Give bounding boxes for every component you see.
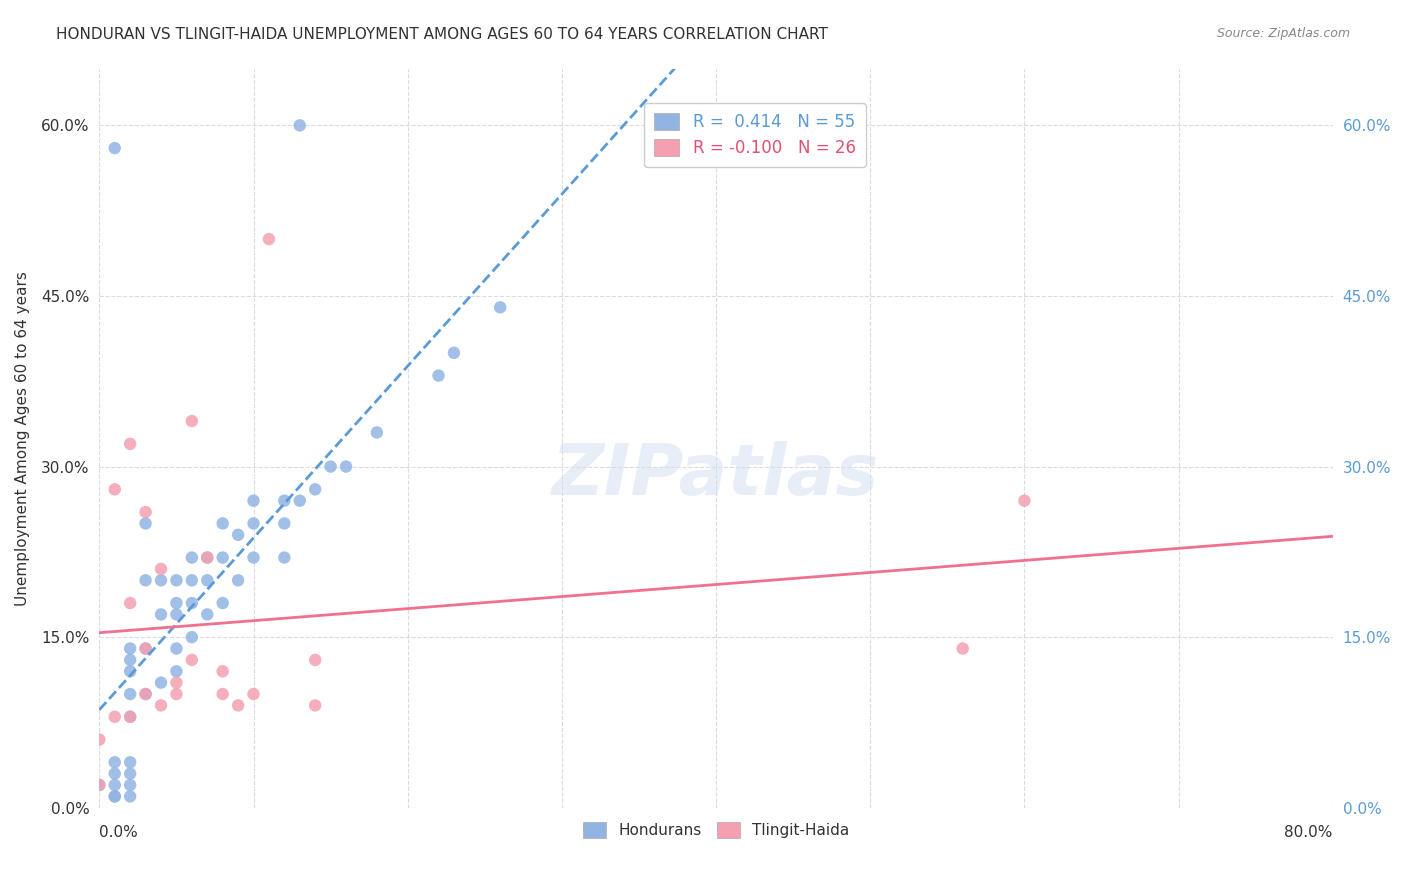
- Point: [150, 574, 173, 588]
- Point: [319, 459, 342, 474]
- Point: [120, 665, 142, 679]
- Point: [150, 562, 173, 576]
- Text: HONDURAN VS TLINGIT-HAIDA UNEMPLOYMENT AMONG AGES 60 TO 64 YEARS CORRELATION CHA: HONDURAN VS TLINGIT-HAIDA UNEMPLOYMENT A…: [56, 27, 828, 42]
- Point: [135, 641, 157, 656]
- Point: [120, 437, 142, 451]
- Point: [120, 596, 142, 610]
- Legend: Hondurans, Tlingit-Haida: Hondurans, Tlingit-Haida: [576, 816, 855, 845]
- Point: [89, 778, 111, 792]
- Point: [120, 687, 142, 701]
- Point: [104, 778, 127, 792]
- Point: [89, 732, 111, 747]
- Point: [104, 756, 127, 770]
- Point: [165, 574, 187, 588]
- Point: [135, 687, 157, 701]
- Text: 80.0%: 80.0%: [1285, 825, 1333, 840]
- Point: [180, 414, 202, 428]
- Point: [180, 574, 202, 588]
- Point: [165, 607, 187, 622]
- Point: [120, 789, 142, 804]
- Point: [335, 459, 357, 474]
- Point: [288, 119, 311, 133]
- Point: [165, 687, 187, 701]
- Point: [195, 574, 218, 588]
- Point: [120, 641, 142, 656]
- Point: [120, 653, 142, 667]
- Point: [104, 789, 127, 804]
- Point: [180, 630, 202, 644]
- Point: [89, 778, 111, 792]
- Point: [120, 756, 142, 770]
- Point: [135, 505, 157, 519]
- Point: [273, 550, 295, 565]
- Point: [489, 301, 512, 315]
- Point: [242, 687, 264, 701]
- Point: [165, 675, 187, 690]
- Point: [211, 516, 233, 531]
- Point: [150, 607, 173, 622]
- Point: [120, 778, 142, 792]
- Point: [135, 516, 157, 531]
- Point: [120, 710, 142, 724]
- Point: [180, 596, 202, 610]
- Point: [288, 493, 311, 508]
- Point: [304, 653, 326, 667]
- Point: [257, 232, 280, 246]
- Point: [211, 687, 233, 701]
- Point: [242, 516, 264, 531]
- Point: [104, 141, 127, 155]
- Point: [120, 710, 142, 724]
- Point: [273, 493, 295, 508]
- Point: [165, 641, 187, 656]
- Point: [104, 766, 127, 780]
- Point: [180, 653, 202, 667]
- Point: [443, 346, 465, 360]
- Point: [366, 425, 388, 440]
- Point: [150, 698, 173, 713]
- Point: [427, 368, 450, 383]
- Point: [150, 675, 173, 690]
- Text: Source: ZipAtlas.com: Source: ZipAtlas.com: [1216, 27, 1350, 40]
- Point: [165, 596, 187, 610]
- Point: [211, 596, 233, 610]
- Point: [135, 574, 157, 588]
- Point: [135, 641, 157, 656]
- Text: 0.0%: 0.0%: [100, 825, 138, 840]
- Point: [226, 574, 249, 588]
- Point: [165, 665, 187, 679]
- Point: [195, 550, 218, 565]
- Y-axis label: Unemployment Among Ages 60 to 64 years: Unemployment Among Ages 60 to 64 years: [15, 270, 30, 606]
- Point: [195, 607, 218, 622]
- Point: [226, 698, 249, 713]
- Point: [195, 550, 218, 565]
- Point: [211, 665, 233, 679]
- Point: [242, 550, 264, 565]
- Point: [180, 550, 202, 565]
- Text: ZIPatlas: ZIPatlas: [553, 441, 880, 509]
- Point: [104, 710, 127, 724]
- Point: [135, 687, 157, 701]
- Point: [104, 483, 127, 497]
- Point: [104, 789, 127, 804]
- Point: [304, 483, 326, 497]
- Point: [242, 493, 264, 508]
- Point: [952, 641, 974, 656]
- Point: [211, 550, 233, 565]
- Point: [304, 698, 326, 713]
- Point: [1014, 493, 1036, 508]
- Point: [226, 528, 249, 542]
- Point: [120, 766, 142, 780]
- Point: [273, 516, 295, 531]
